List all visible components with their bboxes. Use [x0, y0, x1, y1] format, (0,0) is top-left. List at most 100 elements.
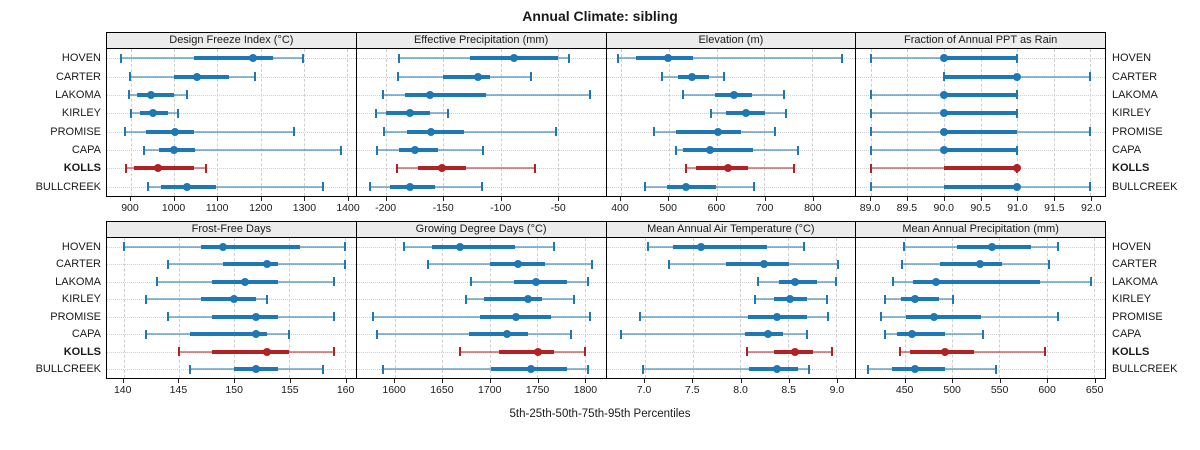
percentile-box-25-75 [901, 297, 940, 302]
whisker-cap [684, 163, 687, 173]
percentile-box-25-75 [406, 129, 464, 134]
whisker-cap [583, 347, 586, 357]
labels-axis-spacer [1106, 196, 1200, 218]
whisker-cap [952, 294, 955, 304]
panel: Growing Degree Days (°C) 1600 1650 1700 1750… [355, 221, 607, 401]
whisker-cap [395, 163, 398, 173]
x-axis: 450 500 550 600 650 [855, 379, 1106, 401]
grid-line-horizontal [856, 299, 1105, 301]
median-dot [154, 164, 163, 173]
whisker-cap [129, 108, 132, 118]
whisker-cap [166, 259, 169, 269]
whisker-cap [343, 242, 346, 252]
median-dot [438, 164, 447, 173]
percentile-box-25-75 [200, 297, 257, 302]
x-tick-label: 90.5 [970, 202, 991, 214]
median-dot [764, 330, 773, 339]
whisker-cap [339, 145, 342, 155]
whisker-cap [369, 182, 372, 192]
whisker-cap [1056, 312, 1059, 322]
panel: Mean Annual Precipitation (mm) 450 500 550 6… [855, 221, 1106, 401]
whisker-cap [553, 242, 556, 252]
labels-header-spacer [0, 221, 106, 238]
whisker-cap [426, 259, 429, 269]
grid-line-vertical [668, 49, 670, 196]
percentile-box-25-75 [499, 349, 555, 354]
whisker-cap [1056, 242, 1059, 252]
median-dot [514, 260, 523, 269]
median-dot [940, 90, 949, 99]
whisker-cap [883, 329, 886, 339]
percentile-range-5-95 [620, 333, 808, 336]
whisker-cap [723, 72, 726, 82]
whisker-cap [332, 312, 335, 322]
whisker-cap [619, 329, 622, 339]
panel-header: Elevation (m) [605, 32, 857, 49]
percentile-box-25-75 [468, 332, 528, 337]
x-axis: 7.0 7.5 8.0 8.5 9.0 [606, 379, 857, 401]
median-dot [248, 54, 257, 63]
median-dot [975, 260, 984, 269]
x-tick-label: -100 [490, 202, 512, 214]
whisker-cap [709, 108, 712, 118]
whisker-cap [675, 145, 678, 155]
x-tick-mark [943, 197, 945, 201]
percentile-box-25-75 [944, 111, 1018, 116]
median-dot [772, 365, 781, 374]
median-dot [940, 54, 949, 63]
x-tick-label: 1200 [249, 202, 273, 214]
whisker-cap [447, 108, 450, 118]
x-tick-label: 650 [1085, 384, 1104, 396]
panel: Elevation (m) 400 500 600 700 800 [605, 32, 857, 219]
whisker-cap [301, 53, 304, 63]
median-dot [705, 146, 714, 155]
whisker-cap [869, 108, 872, 118]
x-tick-label: 90.0 [933, 202, 954, 214]
grid-line-vertical [537, 238, 539, 378]
x-tick-mark [345, 379, 347, 383]
whisker-cap [753, 294, 756, 304]
labels-header-spacer [1106, 32, 1200, 49]
grid-line-vertical [443, 49, 445, 196]
x-tick-mark [178, 379, 180, 383]
grid-line-horizontal [606, 281, 856, 283]
median-dot [252, 365, 261, 374]
whisker-cap [1089, 277, 1092, 287]
grid-line-vertical [907, 49, 909, 196]
x-tick-mark [217, 197, 219, 201]
percentile-range-5-95 [125, 130, 294, 133]
whisker-cap [166, 312, 169, 322]
whisker-cap [1089, 182, 1092, 192]
x-tick-mark [619, 197, 621, 201]
median-dot [219, 242, 228, 251]
x-tick-label: 400 [611, 202, 629, 214]
grid-line-vertical [123, 238, 125, 378]
x-tick-label: 7.0 [636, 384, 652, 396]
x-tick-mark [441, 379, 443, 383]
station-label-rows: HOVEN CARTER LAKOMA KIRLEY PROMISE CAPA KOLLS B… [0, 49, 106, 196]
percentile-box-25-75 [944, 129, 1018, 134]
panel: Fraction of Annual PPT as Rain 89.0 89.5 90… [855, 32, 1106, 219]
x-tick-mark [558, 197, 560, 201]
whisker-cap [464, 294, 467, 304]
percentile-box-25-75 [193, 56, 274, 61]
whisker-cap [481, 182, 484, 192]
whisker-cap [981, 329, 984, 339]
percentile-range-5-95 [384, 130, 557, 133]
station-label: PROMISE [50, 310, 101, 323]
median-dot [171, 127, 180, 136]
x-tick-mark [870, 197, 871, 201]
percentile-range-5-95 [618, 57, 843, 60]
station-label: LAKOMA [55, 88, 101, 101]
percentile-box-25-75 [944, 148, 1018, 153]
x-tick-label: -200 [375, 202, 397, 214]
median-dot [714, 127, 723, 136]
grid-line-vertical [716, 49, 718, 196]
x-tick-mark [1091, 197, 1093, 201]
median-dot [147, 90, 156, 99]
grid-line-vertical [260, 49, 262, 196]
percentile-box-25-75 [212, 349, 290, 354]
x-tick-label: 700 [755, 202, 774, 214]
percentile-box-25-75 [137, 92, 175, 97]
percentile-box-25-75 [726, 262, 790, 267]
